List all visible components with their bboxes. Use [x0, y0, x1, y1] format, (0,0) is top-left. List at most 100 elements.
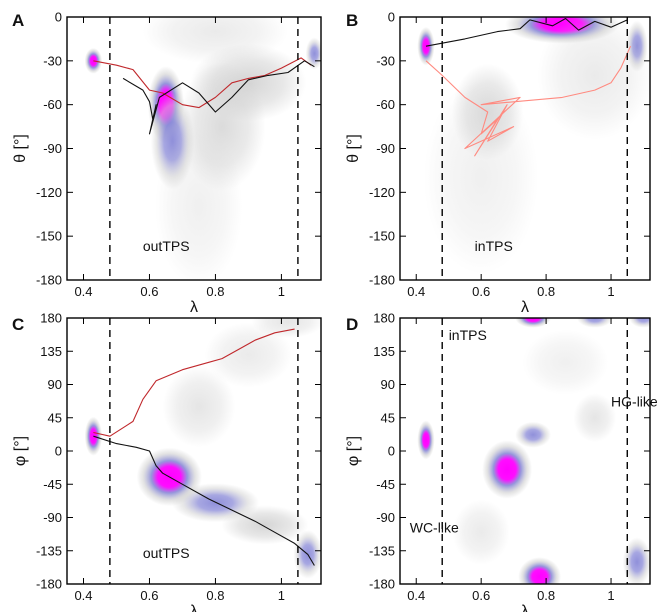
x-axis-label: λ [521, 603, 529, 612]
plot-area [417, 17, 650, 280]
panel-letter: B [346, 11, 358, 30]
x-axis-label: λ [190, 603, 198, 612]
x-tick-label: 1 [278, 588, 285, 603]
trajectory-line [93, 328, 295, 437]
y-axis-label: φ [°] [12, 436, 29, 466]
y-tick-label: -90 [376, 141, 395, 156]
x-tick-label: 0.6 [140, 284, 158, 299]
y-axis-label: θ [°] [345, 134, 362, 163]
y-tick-label: -45 [43, 477, 62, 492]
annotation-label: inTPS [449, 327, 487, 343]
y-tick-label: -60 [376, 97, 395, 112]
density-blob [84, 47, 103, 74]
y-tick-label: 0 [55, 444, 62, 459]
y-tick-label: 90 [48, 377, 62, 392]
y-tick-label: 0 [388, 444, 395, 459]
panel-letter: C [12, 315, 24, 334]
density-blob [424, 81, 539, 275]
x-tick-label: 0.8 [206, 284, 224, 299]
density-blob [204, 322, 292, 388]
annotation-label: WC-like [410, 519, 459, 535]
density-blob [417, 26, 435, 66]
density-blob [576, 318, 613, 328]
x-tick-label: 0.8 [537, 588, 555, 603]
annotation-label: HG-like [611, 394, 658, 410]
x-tick-label: 1 [607, 588, 614, 603]
trajectory-line [122, 60, 315, 135]
x-tick-label: 0.4 [74, 588, 92, 603]
chart-panel-a: 0.4 0.6 0.8 1 0 -30 -60 -90 -120 -150 -180 λ θ [°] Ao… [12, 10, 322, 316]
x-tick-label: 0.6 [472, 588, 490, 603]
figure-panels: 0.4 0.6 0.8 1 0 -30 -60 -90 -120 -150 -180 λ θ [°] Ao… [12, 10, 658, 612]
y-tick-label: -135 [369, 543, 395, 558]
y-tick-label: -60 [43, 97, 62, 112]
plot-area [417, 318, 650, 584]
y-tick-label: 180 [373, 311, 395, 326]
density-blob [522, 329, 609, 395]
annotation-label: outTPS [143, 545, 190, 561]
plot-area [84, 17, 321, 280]
y-tick-label: -180 [36, 273, 62, 288]
panel-letter: A [12, 11, 24, 30]
y-tick-label: -180 [36, 577, 62, 592]
y-tick-label: -90 [43, 510, 62, 525]
y-tick-label: -135 [36, 543, 62, 558]
density-blob [622, 537, 650, 584]
y-tick-label: 0 [55, 10, 62, 25]
y-tick-label: 45 [48, 410, 62, 425]
y-tick-label: 0 [388, 10, 395, 25]
y-tick-label: -45 [376, 477, 395, 492]
x-tick-label: 0.4 [74, 284, 92, 299]
x-axis-label: λ [190, 299, 198, 316]
annotation-label: inTPS [475, 238, 513, 254]
annotation-label: outTPS [143, 238, 190, 254]
y-tick-label: -180 [369, 273, 395, 288]
density-blob [162, 366, 236, 448]
chart-panel-d: 0.4 0.6 0.8 1 180 135 90 45 0 -45 -90 -135 -180 λ φ [°… [345, 311, 658, 612]
y-axis-label: θ [°] [12, 134, 29, 163]
y-tick-label: -30 [376, 53, 395, 68]
y-tick-label: -150 [36, 229, 62, 244]
x-tick-label: 0.4 [407, 284, 425, 299]
density-blob [518, 557, 562, 584]
x-tick-label: 0.4 [407, 588, 425, 603]
y-tick-label: 135 [373, 344, 395, 359]
density-blob [417, 420, 435, 460]
y-tick-label: 90 [381, 377, 395, 392]
density-blob [251, 318, 321, 338]
y-tick-label: -180 [369, 577, 395, 592]
trajectory-line [425, 45, 632, 157]
y-tick-label: -150 [369, 229, 395, 244]
density-blob [305, 37, 321, 70]
y-tick-label: -90 [376, 510, 395, 525]
x-tick-label: 0.6 [472, 284, 490, 299]
x-axis-label: λ [521, 299, 529, 316]
x-tick-label: 0.8 [537, 284, 555, 299]
x-tick-label: 1 [607, 284, 614, 299]
x-tick-label: 1 [278, 284, 285, 299]
density-blob [482, 440, 533, 499]
density-blob [142, 17, 288, 64]
y-tick-label: -120 [369, 185, 395, 200]
y-axis-label: φ [°] [345, 436, 362, 466]
density-blob [515, 421, 551, 448]
y-tick-label: -120 [36, 185, 62, 200]
density-blob [84, 416, 103, 456]
y-tick-label: 135 [40, 344, 62, 359]
density-blob [537, 17, 650, 140]
panel-letter: D [346, 315, 358, 334]
trajectory-line [93, 435, 315, 566]
chart-panel-c: 0.4 0.6 0.8 1 180 135 90 45 0 -45 -90 -135 -180 λ φ [°… [12, 311, 322, 612]
y-tick-label: -90 [43, 141, 62, 156]
density-blob [629, 318, 650, 328]
y-tick-label: 180 [40, 311, 62, 326]
y-tick-label: 45 [381, 410, 395, 425]
density-blob [452, 499, 510, 565]
density-blob [573, 393, 617, 443]
x-tick-label: 0.6 [140, 588, 158, 603]
chart-panel-b: 0.4 0.6 0.8 1 0 -30 -60 -90 -120 -150 -180 λ θ [°] Bi… [345, 10, 651, 316]
density-blob [155, 126, 243, 280]
density-blob [515, 318, 551, 328]
x-tick-label: 0.8 [206, 588, 224, 603]
